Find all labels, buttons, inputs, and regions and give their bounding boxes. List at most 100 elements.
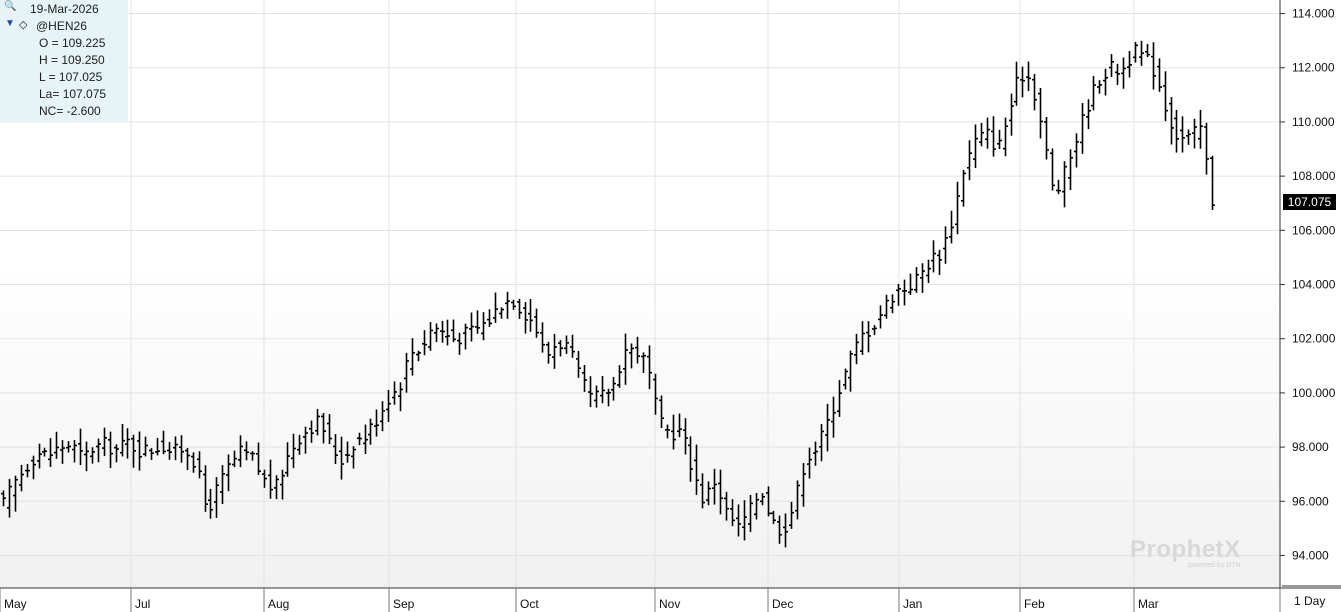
ohlc-bar bbox=[238, 435, 243, 468]
ohlc-bar bbox=[1020, 66, 1025, 98]
ohlc-bar bbox=[979, 122, 984, 147]
ohlc-bar bbox=[671, 414, 676, 450]
ohlc-bar bbox=[665, 424, 670, 439]
ohlc-bar bbox=[475, 310, 480, 334]
ohlc-bar bbox=[606, 388, 611, 407]
y-tick-label: 114.000 bbox=[1292, 7, 1335, 21]
ohlc-bar bbox=[493, 292, 498, 323]
ohlc-bar bbox=[1145, 43, 1150, 58]
ohlc-bar bbox=[511, 299, 516, 310]
ohlc-bar bbox=[766, 486, 771, 517]
y-tick-label: 98.000 bbox=[1292, 440, 1329, 454]
ohlc-bar bbox=[789, 501, 794, 529]
ohlc-bar bbox=[1210, 155, 1215, 210]
ohlc-bar bbox=[220, 465, 225, 504]
ohlc-bar bbox=[760, 493, 765, 506]
x-tick-label: Oct bbox=[520, 597, 539, 611]
ohlc-bar bbox=[576, 350, 581, 378]
x-tick-label: Sep bbox=[393, 597, 415, 611]
ohlc-bar bbox=[1032, 73, 1037, 111]
ohlc-bar bbox=[943, 226, 948, 264]
chart-plot-area[interactable] bbox=[0, 0, 1280, 588]
ohlc-bar bbox=[327, 414, 332, 445]
ohlc-bar bbox=[339, 436, 344, 480]
ohlc-bar bbox=[1174, 109, 1179, 153]
ohlc-bar bbox=[831, 396, 836, 438]
ohlc-bar bbox=[748, 494, 753, 532]
low-value: L = 107.025 bbox=[39, 70, 103, 84]
ohlc-bar bbox=[908, 273, 913, 296]
ohlc-bar bbox=[1139, 40, 1144, 66]
ohlc-bar bbox=[505, 291, 510, 319]
y-tick-label: 100.000 bbox=[1292, 386, 1336, 400]
ohlc-bar bbox=[688, 436, 693, 482]
ohlc-bar bbox=[1133, 41, 1138, 63]
ohlc-bar bbox=[813, 441, 818, 466]
ohlc-bar bbox=[1080, 103, 1085, 154]
ohlc-bar bbox=[90, 447, 95, 464]
ohlc-bar bbox=[13, 475, 18, 512]
ohlc-bar bbox=[297, 434, 302, 455]
high-value: H = 109.250 bbox=[39, 53, 105, 67]
ohlc-bar bbox=[700, 473, 705, 509]
diamond-icon: ◇ bbox=[19, 19, 28, 31]
ohlc-bar bbox=[771, 510, 776, 525]
ohlc-bar bbox=[1186, 129, 1191, 145]
ohlc-bar bbox=[102, 427, 107, 457]
ohlc-bar bbox=[825, 403, 830, 452]
ohlc-bar bbox=[540, 322, 545, 353]
ohlc-bar bbox=[125, 428, 130, 459]
x-tick-label: Dec bbox=[772, 597, 793, 611]
ohlc-bar bbox=[173, 436, 178, 461]
ohlc-bar bbox=[440, 320, 445, 343]
ohlc-bar bbox=[807, 447, 812, 479]
open-value: O = 109.225 bbox=[39, 36, 106, 50]
ohlc-bar bbox=[250, 451, 255, 461]
ohlc-bar bbox=[226, 454, 231, 492]
ohlc-bar bbox=[19, 464, 24, 492]
ohlc-bar bbox=[617, 365, 622, 388]
period-selector[interactable]: 1 Day bbox=[1294, 594, 1326, 608]
ohlc-bar bbox=[333, 434, 338, 464]
ohlc-bar bbox=[754, 492, 759, 520]
ohlc-bar bbox=[463, 323, 468, 350]
ohlc-bar bbox=[653, 373, 658, 415]
ohlc-bar bbox=[72, 440, 77, 463]
ohlc-bar bbox=[161, 430, 166, 455]
ohlc-bar bbox=[600, 376, 605, 404]
ohlc-bar bbox=[120, 423, 125, 457]
x-tick-label: Jan bbox=[903, 597, 922, 611]
ohlc-bar bbox=[1009, 93, 1014, 136]
ohlc-bar bbox=[742, 500, 747, 541]
ohlc-bar bbox=[7, 478, 12, 518]
ohlc-bar bbox=[1, 490, 6, 507]
ohlc-bar bbox=[457, 332, 462, 355]
ohlc-bar bbox=[1109, 54, 1114, 78]
ohlc-bar bbox=[137, 431, 142, 471]
magnifier-icon[interactable]: 🔍 bbox=[4, 1, 17, 12]
ohlc-bar bbox=[611, 377, 616, 401]
quote-info-panel: 🔍 19-Mar-2026 ▼ ◇ @HEN26 O = 109.225 H =… bbox=[0, 0, 128, 122]
ohlc-bar bbox=[291, 433, 296, 469]
ohlc-bar bbox=[552, 333, 557, 369]
x-tick-label: Nov bbox=[659, 597, 680, 611]
ohlc-bar bbox=[866, 321, 871, 353]
ohlc-bar bbox=[967, 140, 972, 181]
ohlc-bar bbox=[961, 169, 966, 207]
ohlc-bar bbox=[469, 312, 474, 342]
ohlc-bar bbox=[363, 424, 368, 455]
y-tick-label: 104.000 bbox=[1292, 278, 1336, 292]
ohlc-bar bbox=[985, 117, 990, 149]
ohlc-bar bbox=[368, 418, 373, 445]
ohlc-bar bbox=[285, 442, 290, 477]
y-tick-label: 106.000 bbox=[1292, 223, 1336, 237]
ohlc-bar bbox=[203, 465, 208, 512]
y-tick-label: 102.000 bbox=[1292, 332, 1336, 346]
ohlc-bar bbox=[730, 499, 735, 527]
ohlc-bar bbox=[777, 515, 782, 544]
ohlc-bar bbox=[108, 431, 113, 469]
ohlc-bar bbox=[949, 210, 954, 244]
ohlc-bar bbox=[1026, 61, 1031, 92]
collapse-triangle-icon[interactable]: ▼ bbox=[5, 18, 15, 29]
